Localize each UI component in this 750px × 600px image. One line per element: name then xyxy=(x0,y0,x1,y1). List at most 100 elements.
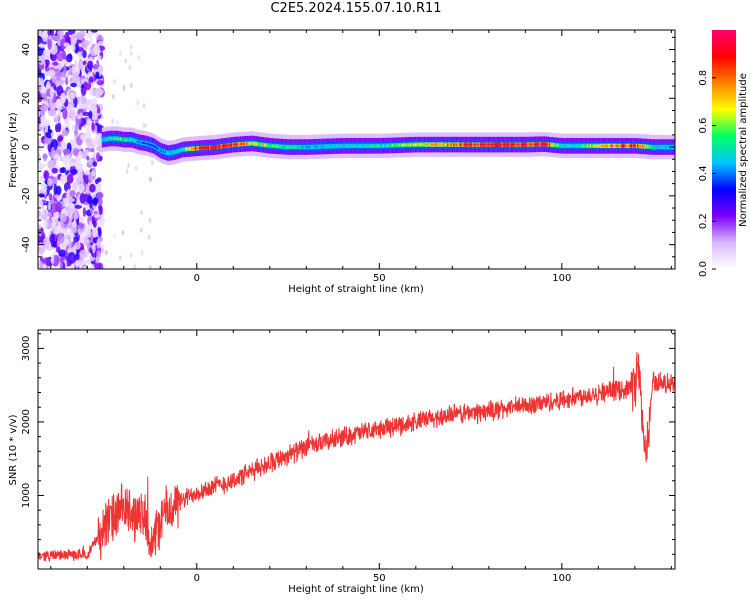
spectrogram-noise-cell xyxy=(79,249,87,258)
spectrogram-ridge-cell xyxy=(104,138,107,141)
spectrogram-ridge-cell xyxy=(609,144,611,147)
spectrogram-noise-cell xyxy=(82,207,86,217)
spectrogram-ridge-cell xyxy=(527,143,529,146)
spectrogram-ridge-cell xyxy=(188,147,191,150)
spectrogram-noise-cell xyxy=(38,55,45,66)
spectrogram-ridge-cell xyxy=(131,138,133,141)
spectrogram-ridge-cell xyxy=(358,144,361,147)
spectrogram-ridge-cell xyxy=(524,143,527,146)
spectrogram-noise-cell xyxy=(48,97,54,109)
spectrogram-ridge-cell xyxy=(404,144,407,146)
spectrogram-ridge-cell xyxy=(400,144,403,147)
spectrogram-ridge-cell xyxy=(540,143,542,146)
snr-x-label: Height of straight line (km) xyxy=(288,584,424,595)
spectrogram-ridge-cell xyxy=(282,145,284,148)
spectrogram-ridge-cell xyxy=(306,146,308,149)
spectrogram-noise-cell xyxy=(91,112,98,121)
spectrogram-ridge-cell xyxy=(395,144,398,147)
spectrogram-noise-cell xyxy=(125,168,129,174)
spectrogram-ridge-cell xyxy=(568,144,570,147)
spectrogram-ridge-cell xyxy=(269,144,271,147)
spectrogram-noise-cell xyxy=(149,177,152,182)
spectrogram-ridge-cell xyxy=(476,143,478,146)
spectrogram-ridge-cell xyxy=(255,142,257,145)
y-tick-label: -20 xyxy=(21,188,32,204)
spectrogram-frame xyxy=(37,29,676,270)
spectrogram-ridge-cell xyxy=(289,146,292,149)
spectrogram-noise-cell xyxy=(94,261,101,269)
spectrogram-noise-cell xyxy=(47,30,55,37)
spectrogram-ridge-cell xyxy=(361,144,363,147)
spectrogram-ridge-cell xyxy=(200,147,202,150)
spectrogram-ridge-cell xyxy=(137,140,140,143)
spectrogram-ridge-cell xyxy=(342,144,344,147)
spectrogram-ridge-cell xyxy=(265,144,268,147)
spectrogram-ridge-cell xyxy=(279,145,282,148)
spectrogram-noise-cell xyxy=(97,106,101,114)
spectrogram-ridge-cell xyxy=(628,144,630,147)
spectrogram-ridge-cell xyxy=(578,144,581,147)
spectrogram-ridge-cell xyxy=(558,144,560,147)
spectrogram-ridge-cell xyxy=(443,143,445,146)
spectrogram-ridge-cell xyxy=(122,138,124,141)
spectrogram-ridge-cell xyxy=(584,144,587,147)
spectrogram-noise-cell xyxy=(41,184,48,193)
spectrogram-ridge-cell xyxy=(581,144,583,147)
spectrogram-noise-cell xyxy=(56,122,62,133)
spectrogram-ridge-cell xyxy=(564,144,566,147)
spectrogram-ridge-cell xyxy=(273,145,275,148)
spectrogram-ridge-cell xyxy=(648,145,651,148)
spectrogram-noise-cell xyxy=(47,159,56,170)
spectrogram-ridge-cell xyxy=(657,146,660,149)
spectrogram-noise-cell xyxy=(65,77,69,86)
spectrogram-noise-cell xyxy=(119,50,122,56)
spectrogram-noise-cell xyxy=(55,70,62,81)
spectrogram-ridge-cell xyxy=(500,143,503,146)
spectrogram-noise-cell xyxy=(99,220,105,229)
spectrogram-noise-cell xyxy=(129,44,133,50)
spectrogram-noise-cell xyxy=(86,140,93,147)
spectrogram-ridge-cell xyxy=(186,148,188,151)
spectrogram-ridge-cell xyxy=(384,144,386,147)
spectrogram-ridge-cell xyxy=(660,146,662,149)
spectrogram-ridge-cell xyxy=(607,144,610,147)
spectrogram-ridge-cell xyxy=(463,143,466,146)
spectrogram-noise-cell xyxy=(80,176,84,185)
spectrogram-noise-cell xyxy=(88,76,94,83)
spectrogram-noise-cell xyxy=(87,117,92,128)
snr-y-label: SNR (10 * v/v) xyxy=(8,414,19,485)
spectrogram-ridge-cell xyxy=(639,145,642,148)
spectrogram-ridge-cell xyxy=(611,144,614,147)
spectrogram-ridge-cell xyxy=(262,143,265,146)
spectrogram-ridge-cell xyxy=(381,144,384,147)
spectrogram-ridge-cell xyxy=(172,151,174,154)
spectrogram-ridge-cell xyxy=(257,143,260,146)
spectrogram-ridge-cell xyxy=(649,145,652,148)
spectrogram-noise-cell xyxy=(124,58,127,64)
spectrogram-ridge-cell xyxy=(126,138,128,141)
spectrogram-noise-cell xyxy=(77,183,85,193)
colorbar-tick-label: 0.4 xyxy=(698,165,709,181)
spectrogram-ridge-cell xyxy=(537,143,540,146)
spectrogram-noise-cell xyxy=(71,71,80,84)
spectrogram-noise-cell xyxy=(88,220,93,231)
spectrogram-ridge-cell xyxy=(602,144,605,147)
spectrogram-noise-cell xyxy=(49,233,56,244)
spectrogram-ridge-cell xyxy=(347,144,349,147)
spectrogram-ridge-cell xyxy=(458,143,460,146)
spectrogram-ridge-cell xyxy=(634,144,637,147)
spectrogram-ridge-cell xyxy=(335,145,338,148)
spectrogram-ridge-cell xyxy=(315,145,317,148)
spectrogram-ridge-cell xyxy=(547,143,550,146)
spectrogram-noise-cell xyxy=(136,100,139,106)
spectrogram-noise-cell xyxy=(69,91,76,99)
spectrogram-noise-cell xyxy=(59,213,67,223)
spectrogram-noise-cell xyxy=(62,148,71,155)
spectrogram-ridge-cell xyxy=(338,145,340,147)
spectrogram-ridge-cell xyxy=(118,137,121,140)
spectrogram-ridge-cell xyxy=(552,144,555,146)
spectrogram-ridge-cell xyxy=(551,143,554,146)
spectrogram-noise-cell xyxy=(62,154,70,165)
spectrogram-noise-cell xyxy=(127,162,130,168)
spectrogram-ridge-cell xyxy=(416,143,418,146)
